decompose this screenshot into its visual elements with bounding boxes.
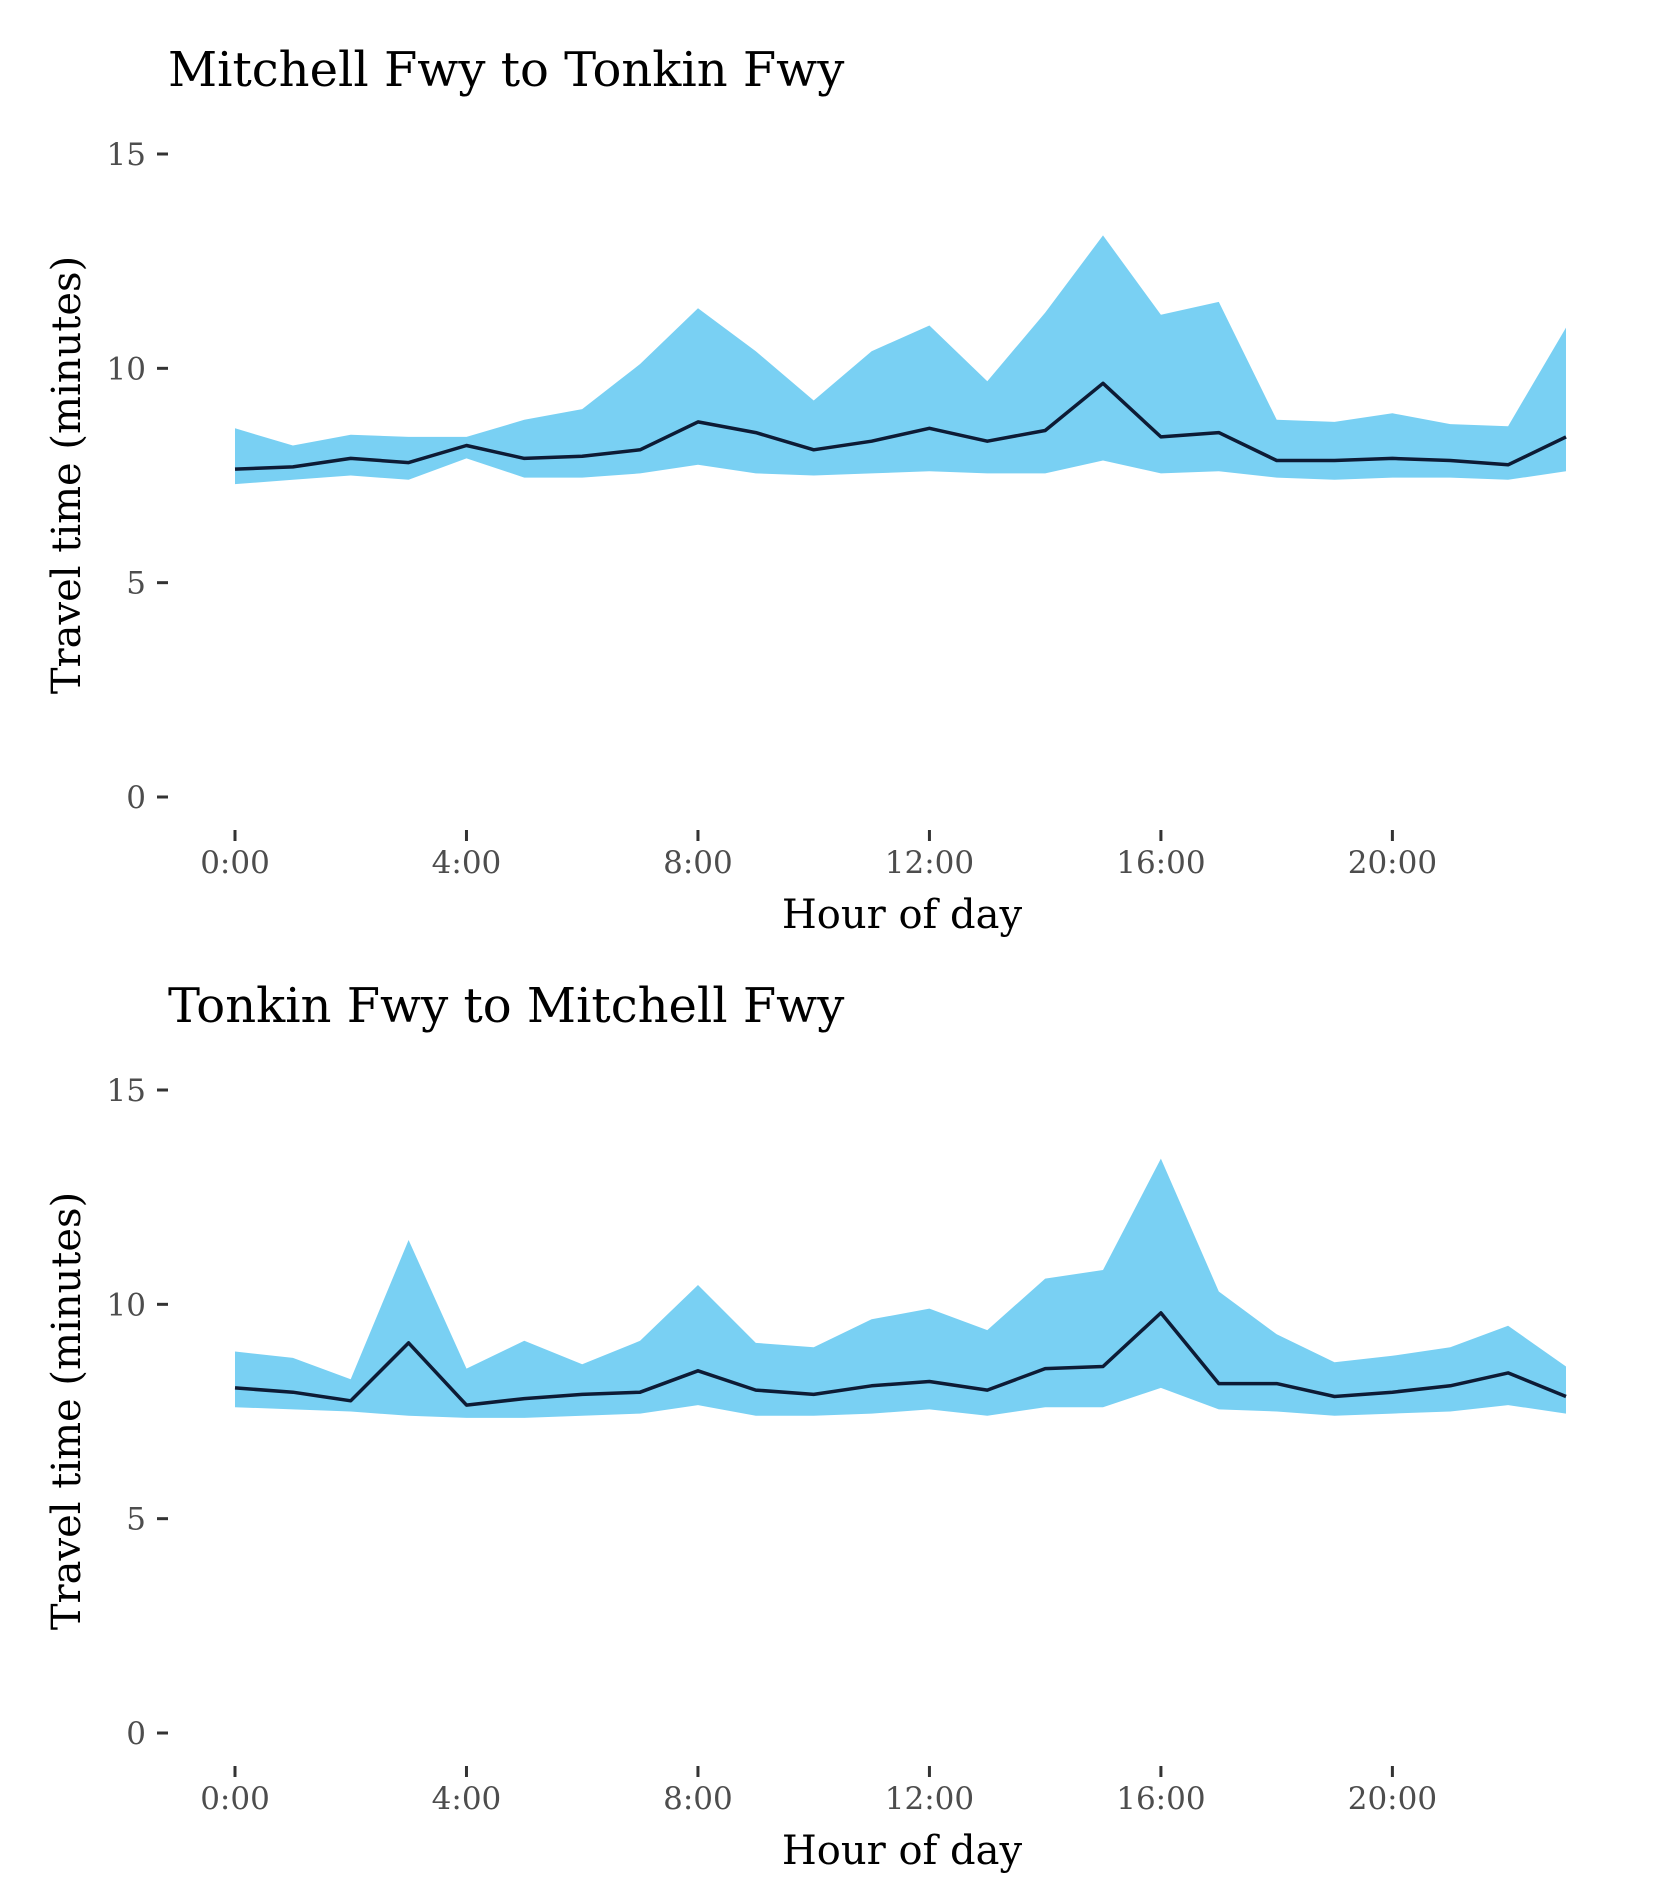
x-tick-label: 8:00 xyxy=(663,1781,733,1817)
panel-mitchell-to-tonkin: Mitchell Fwy to Tonkin Fwy Travel time (… xyxy=(44,42,1567,938)
plot-area xyxy=(234,1158,1567,1418)
y-tick-label: 0 xyxy=(126,1716,146,1752)
x-tick-label: 0:00 xyxy=(200,1781,270,1817)
x-tick-label: 12:00 xyxy=(885,1781,974,1817)
y-tick-label: 15 xyxy=(107,137,146,173)
chart-title: Mitchell Fwy to Tonkin Fwy xyxy=(168,42,844,98)
x-tick-label: 20:00 xyxy=(1348,1781,1437,1817)
plot-area xyxy=(234,235,1567,485)
range-band xyxy=(235,1158,1566,1418)
x-axis: 0:00 4:00 8:00 12:00 16:00 20:00 xyxy=(200,830,1437,881)
y-tick-label: 10 xyxy=(107,1287,146,1323)
x-tick-label: 8:00 xyxy=(663,845,733,881)
y-axis: 0 5 10 15 xyxy=(107,137,168,816)
y-tick-label: 5 xyxy=(126,566,146,602)
x-tick-label: 4:00 xyxy=(432,845,502,881)
y-tick-label: 10 xyxy=(107,351,146,387)
x-axis-title: Hour of day xyxy=(782,1828,1023,1874)
x-axis-title: Hour of day xyxy=(782,892,1023,938)
panel-tonkin-to-mitchell: Tonkin Fwy to Mitchell Fwy Travel time (… xyxy=(44,978,1567,1874)
x-axis: 0:00 4:00 8:00 12:00 16:00 20:00 xyxy=(200,1766,1437,1817)
y-axis-title: Travel time (minutes) xyxy=(44,256,90,694)
x-tick-label: 12:00 xyxy=(885,845,974,881)
x-tick-label: 16:00 xyxy=(1116,1781,1205,1817)
median-line xyxy=(234,381,1567,471)
x-tick-label: 4:00 xyxy=(432,1781,502,1817)
chart-title: Tonkin Fwy to Mitchell Fwy xyxy=(168,978,844,1034)
range-band xyxy=(235,235,1566,485)
y-axis-title: Travel time (minutes) xyxy=(44,1192,90,1630)
x-tick-label: 0:00 xyxy=(200,845,270,881)
y-tick-label: 15 xyxy=(107,1073,146,1109)
median-line xyxy=(234,1311,1567,1407)
x-tick-label: 16:00 xyxy=(1116,845,1205,881)
y-tick-label: 5 xyxy=(126,1502,146,1538)
y-tick-label: 0 xyxy=(126,780,146,816)
x-tick-label: 20:00 xyxy=(1348,845,1437,881)
y-axis: 0 5 10 15 xyxy=(107,1073,168,1752)
